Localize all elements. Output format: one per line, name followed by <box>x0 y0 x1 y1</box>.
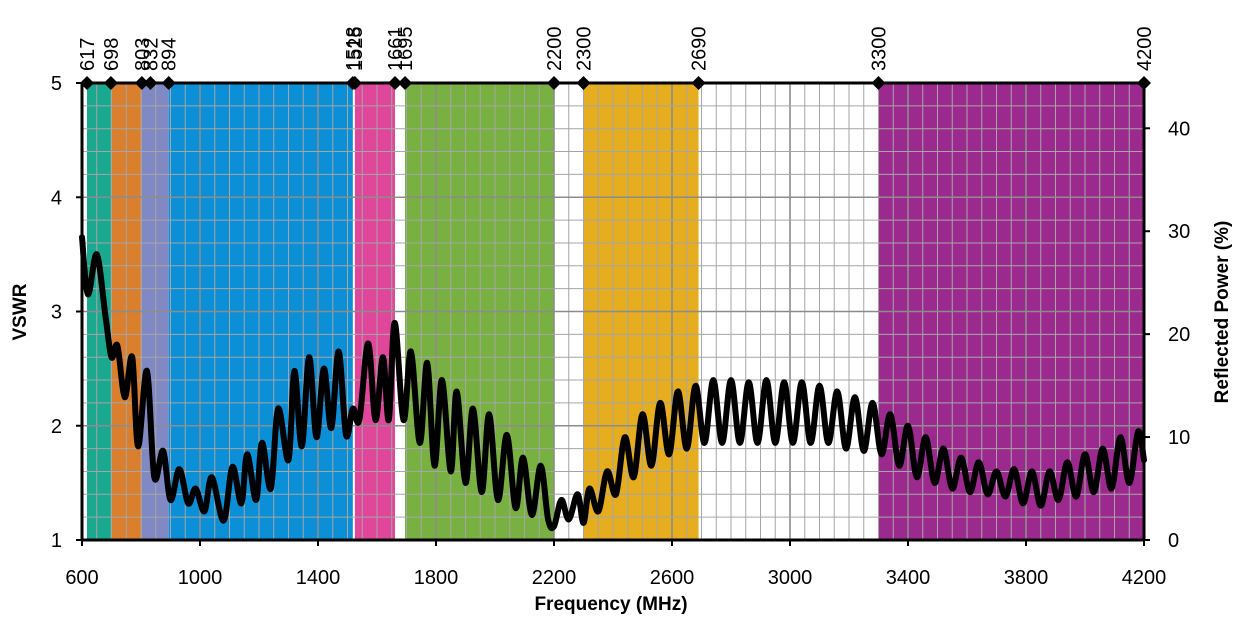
band-edge-label: 1695 <box>395 27 417 72</box>
plot-frame <box>76 81 1150 546</box>
band-edge-marker <box>347 76 362 90</box>
y-right-tick-label: 40 <box>1168 118 1190 140</box>
band-edge-marker <box>576 76 591 90</box>
y-left-tick-label: 1 <box>51 530 62 552</box>
x-tick-label: 3000 <box>768 567 813 589</box>
band-edge-label: 4200 <box>1134 27 1156 72</box>
x-tick-label: 600 <box>65 567 98 589</box>
vswr-series <box>79 234 1147 532</box>
band-edge-marker <box>871 76 886 90</box>
y-right-tick-labels: 0 10 20 30 40 <box>1168 118 1190 552</box>
y-right-tick-label: 10 <box>1168 427 1190 449</box>
band-edge-marker <box>547 76 561 90</box>
x-tick-label: 4200 <box>1122 567 1167 589</box>
band-edge-marker <box>691 76 706 90</box>
band-edge-marker <box>103 76 118 90</box>
band-edge-marker <box>387 76 402 90</box>
y-left-tick-label: 3 <box>51 302 62 324</box>
x-tick-label: 2600 <box>650 567 695 589</box>
x-tick-label: 1000 <box>178 567 223 589</box>
band-edge-label: 2200 <box>544 27 566 72</box>
band-edge-marker <box>143 76 158 90</box>
band-edge-marker <box>134 76 149 90</box>
x-tick-label: 3400 <box>886 567 931 589</box>
band-edge-marker <box>1137 76 1151 90</box>
band-edge-label: 3300 <box>869 27 891 72</box>
band-edge-label: 1525 <box>345 27 367 72</box>
band-edge-label: 698 <box>101 38 123 71</box>
y-right-tick-label: 0 <box>1168 530 1179 552</box>
y-left-tick-label: 4 <box>51 187 62 209</box>
x-tick-label: 2200 <box>532 567 577 589</box>
band-edge-label: 832 <box>140 38 162 71</box>
x-tick-label: 3800 <box>1004 567 1049 589</box>
vswr-line-0 <box>79 234 1147 532</box>
y-right-tick-label: 30 <box>1168 221 1190 243</box>
x-axis-title: Frequency (MHz) <box>534 594 687 615</box>
x-tick-label: 1400 <box>296 567 341 589</box>
band-edge-label: 2300 <box>574 27 596 72</box>
x-tick-label: 1800 <box>414 567 459 589</box>
band-edge-marker <box>80 76 95 90</box>
band-edge-label: 1518 <box>343 27 365 72</box>
band-edge-label: 803 <box>132 38 154 71</box>
band-edge-label: 617 <box>77 38 99 71</box>
band-edge-label: 894 <box>159 38 181 71</box>
x-tick-labels: 600 1000 1400 1800 2200 2600 3000 3400 3800 4200 <box>65 567 1166 589</box>
y-right-tick-label: 20 <box>1168 324 1190 346</box>
band-edge-marker <box>398 76 413 90</box>
y-right-axis-title: Reflected Power (%) <box>1212 221 1233 404</box>
y-left-axis-title: VSWR <box>10 283 31 340</box>
band-edge-label: 2690 <box>689 27 711 72</box>
y-left-tick-labels: 1 2 3 4 5 <box>51 73 62 552</box>
band-edge-label: 1661 <box>385 27 407 72</box>
y-left-tick-label: 5 <box>51 73 62 95</box>
y-left-tick-label: 2 <box>51 416 62 438</box>
band-edge-marker <box>161 76 176 90</box>
